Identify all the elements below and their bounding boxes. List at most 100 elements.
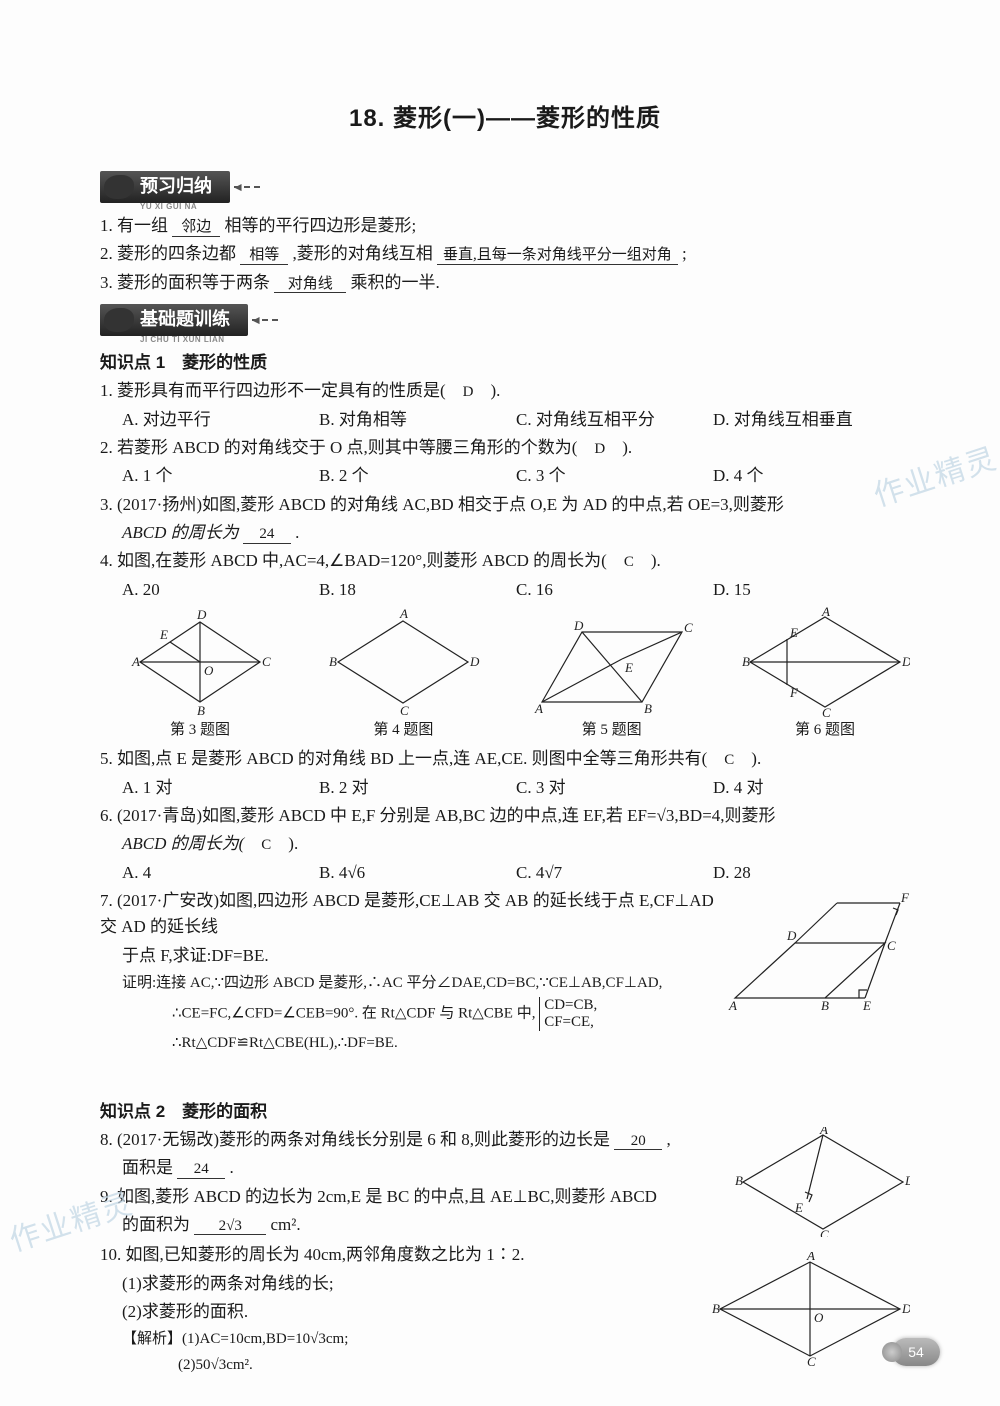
text: 3. 菱形的面积等于两条 <box>100 273 270 292</box>
svg-text:B: B <box>712 1301 720 1316</box>
svg-text:C: C <box>400 703 409 717</box>
svg-text:O: O <box>814 1310 824 1325</box>
opt-a: A. 1 个 <box>122 463 319 489</box>
opt-d: D. 对角线互相垂直 <box>713 407 910 433</box>
svg-text:C: C <box>262 654 271 669</box>
svg-text:C: C <box>822 705 831 717</box>
banner-arrow-icon <box>234 186 260 188</box>
section-exercise-pinyin: JI CHU TI XUN LIAN <box>140 334 225 346</box>
text: , <box>666 1130 670 1149</box>
question-4: 4. 如图,在菱形 ABCD 中,AC=4,∠BAD=120°,则菱形 ABCD… <box>100 548 910 574</box>
text: ,菱形的对角线互相 <box>293 244 433 263</box>
opt-d: D. 15 <box>713 577 910 603</box>
svg-text:F: F <box>900 890 910 905</box>
line2: 于点 F,求证:DF=BE. <box>122 946 269 965</box>
question-1: 1. 菱形具有而平行四边形不一定具有的性质是( D ). <box>100 378 910 404</box>
stem-tail: ). <box>474 381 501 400</box>
svg-text:D: D <box>904 1173 910 1188</box>
opt-b: B. 4√6 <box>319 860 516 886</box>
line1: 10. 如图,已知菱形的周长为 40cm,两邻角度数之比为 1∶2. <box>100 1245 525 1264</box>
question-6-options: A. 4 B. 4√6 C. 4√7 D. 28 <box>100 860 910 886</box>
blank: 24 <box>177 1161 225 1179</box>
answer: C <box>261 837 271 853</box>
text: . <box>230 1158 234 1177</box>
text: ∴CE=FC,∠CFD=∠CEB=90°. 在 Rt△CDF 与 Rt△CBE … <box>172 1005 535 1021</box>
svg-text:E: E <box>794 1200 803 1215</box>
svg-text:C: C <box>684 620 693 635</box>
svg-text:A: A <box>534 701 543 716</box>
text: 2. 菱形的四条边都 <box>100 244 236 263</box>
stem-tail: ). <box>634 551 661 570</box>
brace-line: CD=CB, <box>544 997 597 1014</box>
text: ABCD 的周长为 <box>122 523 239 542</box>
line1: 6. (2017·青岛)如图,菱形 ABCD 中 E,F 分别是 AB,BC 边… <box>100 806 776 825</box>
brace-line: CF=CE, <box>544 1014 597 1031</box>
question-1-options: A. 对边平行 B. 对角相等 C. 对角线互相平分 D. 对角线互相垂直 <box>100 407 910 433</box>
figure-row: A B C D E O 第 3 题图 A B C D <box>120 607 910 742</box>
page-title: 18. 菱形(一)——菱形的性质 <box>100 100 910 137</box>
blank: 邻边 <box>172 219 220 237</box>
figure-4: A B C D 第 4 题图 <box>323 607 483 742</box>
text: ABCD 的周长为( <box>122 834 261 853</box>
svg-text:A: A <box>819 1127 828 1137</box>
proof-line: ∴Rt△CDF≌Rt△CBE(HL),∴DF=BE. <box>122 1031 910 1057</box>
section-exercise-banner: 基础题训练 JI CHU TI XUN LIAN <box>100 304 248 336</box>
question-3-cont: ABCD 的周长为 24 . <box>100 520 910 546</box>
text: ; <box>682 244 687 263</box>
question-4-options: A. 20 B. 18 C. 16 D. 15 <box>100 577 910 603</box>
stem-tail: ). <box>605 438 632 457</box>
figure-9: A B C D E <box>735 1127 910 1237</box>
figure-6-caption: 第 6 题图 <box>740 719 910 742</box>
opt-b: B. 18 <box>319 577 516 603</box>
brace-icon: CD=CB, CF=CE, <box>539 997 597 1032</box>
figure-5-caption: 第 5 题图 <box>527 719 697 742</box>
figure-4-caption: 第 4 题图 <box>323 719 483 742</box>
question-5: 5. 如图,点 E 是菱形 ABCD 的对角线 BD 上一点,连 AE,CE. … <box>100 746 910 772</box>
svg-text:O: O <box>204 663 214 678</box>
figure-6: A B C D E F 第 6 题图 <box>740 607 910 742</box>
opt-a: A. 1 对 <box>122 775 319 801</box>
figure-5: A B C D E 第 5 题图 <box>527 617 697 742</box>
stem: 2. 若菱形 ABCD 的对角线交于 O 点,则其中等腰三角形的个数为( <box>100 438 594 457</box>
svg-text:C: C <box>887 938 896 953</box>
blank: 垂直,且每一条对角线平分一组对角 <box>437 247 678 265</box>
opt-b: B. 对角相等 <box>319 407 516 433</box>
svg-text:A: A <box>806 1252 815 1263</box>
review-line-2: 2. 菱形的四条边都 相等 ,菱形的对角线互相 垂直,且每一条对角线平分一组对角… <box>100 241 910 267</box>
blank: 24 <box>243 526 291 544</box>
figure-3-caption: 第 3 题图 <box>120 719 280 742</box>
blank: 20 <box>614 1133 662 1151</box>
figure-3: A B C D E O 第 3 题图 <box>120 607 280 742</box>
stem: 5. 如图,点 E 是菱形 ABCD 的对角线 BD 上一点,连 AE,CE. … <box>100 749 724 768</box>
svg-text:E: E <box>862 998 871 1013</box>
page-number-badge: 54 <box>892 1338 940 1366</box>
text: 相等的平行四边形是菱形; <box>225 216 417 235</box>
opt-d: D. 28 <box>713 860 910 886</box>
svg-text:C: C <box>807 1354 816 1367</box>
question-2: 2. 若菱形 ABCD 的对角线交于 O 点,则其中等腰三角形的个数为( D )… <box>100 435 910 461</box>
svg-text:E: E <box>789 625 798 640</box>
svg-text:D: D <box>786 928 797 943</box>
svg-text:A: A <box>728 998 737 1013</box>
text: 面积是 <box>122 1158 173 1177</box>
svg-text:D: D <box>901 654 910 669</box>
svg-text:B: B <box>735 1173 743 1188</box>
svg-text:B: B <box>644 701 652 716</box>
blank: 2√3 <box>194 1218 266 1236</box>
svg-text:B: B <box>742 654 750 669</box>
stem: 4. 如图,在菱形 ABCD 中,AC=4,∠BAD=120°,则菱形 ABCD… <box>100 551 624 570</box>
answer: D <box>463 384 474 400</box>
text: 的面积为 <box>122 1215 190 1234</box>
review-line-3: 3. 菱形的面积等于两条 对角线 乘积的一半. <box>100 270 910 296</box>
opt-d: D. 4 个 <box>713 463 910 489</box>
section-review-label: 预习归纳 <box>140 173 212 201</box>
line1: 7. (2017·广安改)如图,四边形 ABCD 是菱形,CE⊥AB 交 AB … <box>100 891 714 936</box>
section-review-pinyin: YU XI GUI NA <box>140 201 197 213</box>
svg-text:A: A <box>821 607 830 619</box>
blank: 对角线 <box>274 276 346 294</box>
question-6: 6. (2017·青岛)如图,菱形 ABCD 中 E,F 分别是 AB,BC 边… <box>100 803 910 829</box>
opt-c: C. 对角线互相平分 <box>516 407 713 433</box>
svg-text:B: B <box>329 654 337 669</box>
question-2-options: A. 1 个 B. 2 个 C. 3 个 D. 4 个 <box>100 463 910 489</box>
svg-text:F: F <box>789 685 799 700</box>
